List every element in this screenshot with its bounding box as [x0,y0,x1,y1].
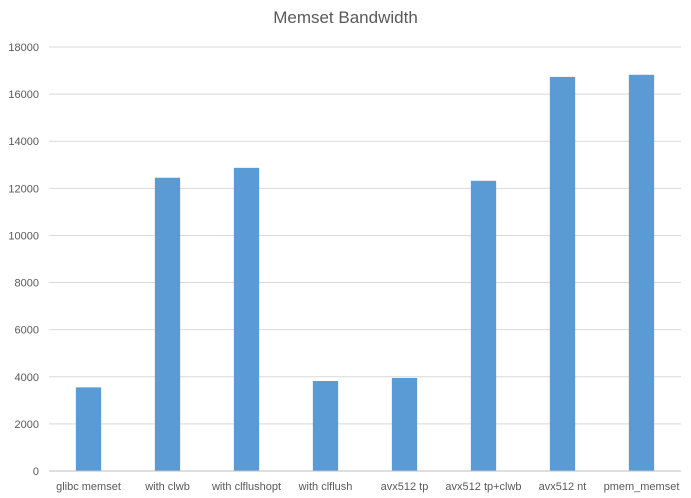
y-tick-label: 4000 [15,372,39,384]
y-tick-label: 14000 [8,136,39,148]
y-tick-label: 6000 [15,325,39,337]
y-tick-label: 12000 [8,183,39,195]
x-tick-label: with clflush [298,481,353,493]
bar-avx512-tp [391,377,418,471]
bar-avx512-tp-clwb [470,180,497,471]
y-tick-label: 18000 [8,42,39,54]
y-tick-label: 2000 [15,419,39,431]
bar-pmem-memset [628,74,655,471]
x-tick-label: avx512 tp+clwb [445,481,521,493]
y-tick-label: 8000 [15,278,39,290]
x-tick-labels: glibc memset with clwb with clflushopt with… [56,481,679,493]
bar-glibc-memset [75,387,102,471]
x-tick-label: glibc memset [56,481,121,493]
bar-with-clwb [154,177,181,471]
bar-with-clflushopt [233,167,260,471]
x-tick-label: with clwb [144,481,190,493]
gridlines [49,46,681,425]
x-tick-label: avx512 nt [539,481,587,493]
chart-title: Memset Bandwidth [273,8,418,27]
y-tick-labels: 0 2000 4000 6000 8000 10000 12000 14000 16000 180… [8,42,39,478]
x-tick-label: with clflushopt [211,481,281,493]
x-tick-label: avx512 tp [381,481,429,493]
y-tick-label: 0 [33,466,39,478]
bars [75,74,655,471]
y-tick-label: 10000 [8,230,39,242]
bar-avx512-nt [549,76,576,471]
bar-with-clflush [312,381,339,471]
x-tick-label: pmem_memset [604,481,680,493]
y-tick-label: 16000 [8,89,39,101]
